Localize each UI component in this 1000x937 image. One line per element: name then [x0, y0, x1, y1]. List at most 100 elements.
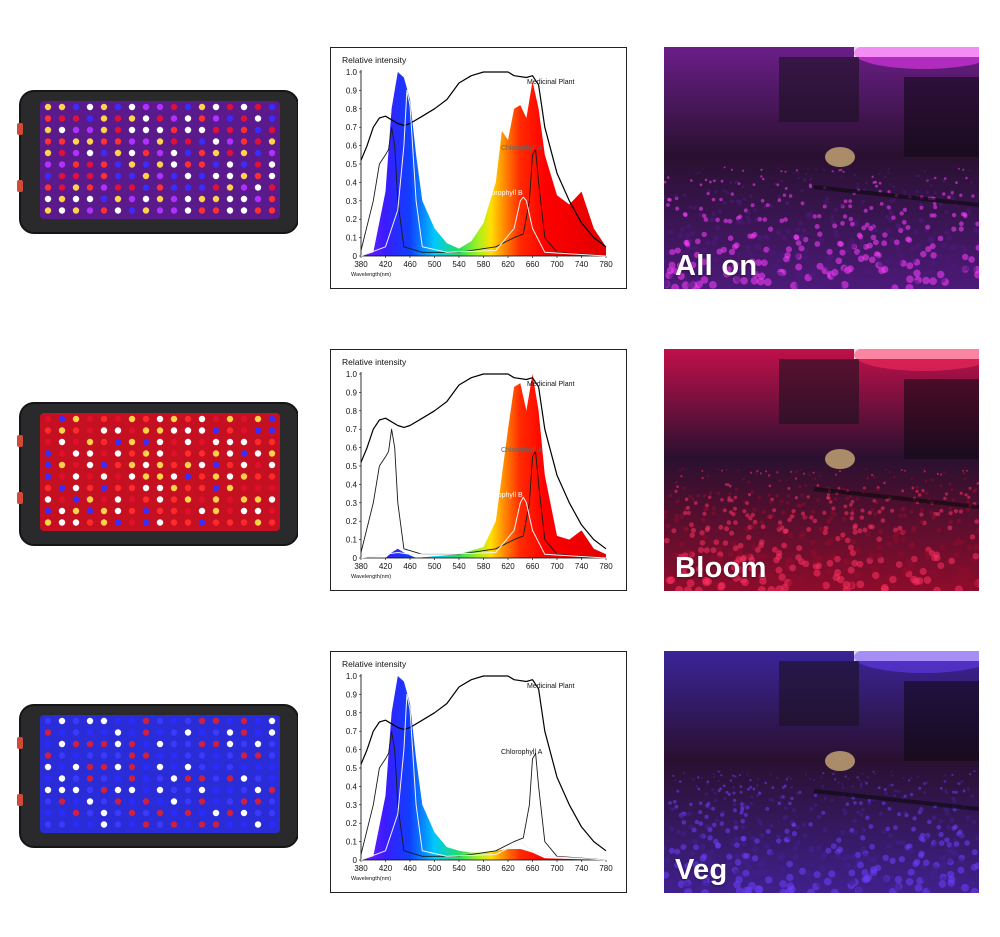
- seedling: [719, 197, 723, 202]
- seedling: [739, 810, 744, 815]
- seedling: [745, 863, 753, 871]
- seedling: [967, 211, 972, 216]
- seedling: [733, 520, 738, 525]
- seedling: [874, 500, 879, 505]
- seedling: [966, 208, 971, 213]
- seedling: [912, 816, 917, 821]
- seedling: [830, 888, 839, 893]
- seedling: [722, 189, 726, 193]
- led-diode: [184, 161, 192, 168]
- led-diode: [100, 195, 108, 203]
- led-diode: [100, 450, 108, 457]
- led-diode: [198, 729, 206, 736]
- seedling: [757, 818, 762, 823]
- seedling: [702, 534, 708, 540]
- seedling: [848, 869, 856, 877]
- seedling: [893, 825, 898, 830]
- led-diode: [254, 798, 262, 805]
- led-diode: [128, 415, 136, 423]
- seedling: [777, 198, 782, 202]
- led-diode: [254, 809, 262, 817]
- seedling: [825, 847, 832, 854]
- led-diode: [212, 729, 220, 736]
- seedling: [716, 555, 723, 562]
- y-tick-label: 0.9: [346, 388, 358, 397]
- led-diode: [156, 786, 164, 794]
- seedling: [775, 494, 779, 498]
- seedling: [759, 577, 767, 585]
- led-diode: [212, 172, 220, 180]
- seedling: [951, 796, 956, 801]
- seedling: [875, 552, 882, 559]
- led-diode: [170, 149, 178, 157]
- seedling: [727, 551, 734, 558]
- seedling: [750, 233, 756, 239]
- seedling: [776, 776, 779, 780]
- seedling: [939, 586, 948, 591]
- series-chlorophyll-b: [360, 693, 607, 861]
- seedling: [726, 853, 733, 860]
- seedling: [957, 866, 965, 874]
- seedling: [752, 787, 756, 791]
- seedling: [832, 170, 835, 173]
- led-diode: [170, 740, 178, 748]
- series-medicinal-plant: [360, 675, 607, 852]
- seedling: [927, 269, 935, 277]
- seedling: [941, 241, 947, 248]
- seedling: [948, 506, 953, 511]
- seedling: [946, 848, 953, 855]
- seedling: [833, 497, 838, 502]
- led-diode: [100, 172, 108, 180]
- seedling: [907, 779, 911, 782]
- led-diode: [268, 438, 276, 446]
- seedling: [693, 868, 701, 875]
- led-diode: [128, 821, 136, 828]
- seedling: [853, 570, 861, 579]
- led-diode: [254, 519, 262, 526]
- led-diode: [58, 161, 66, 168]
- seedling: [852, 830, 858, 836]
- led-diode: [240, 126, 248, 134]
- seedling: [843, 853, 851, 860]
- led-diode: [254, 161, 262, 168]
- seedling: [898, 227, 904, 234]
- led-diode: [254, 717, 262, 725]
- seedling: [923, 170, 926, 173]
- seedling: [795, 169, 798, 172]
- led-diode: [198, 786, 206, 794]
- seedling: [823, 796, 827, 801]
- led-diode: [268, 809, 276, 817]
- led-diode: [212, 473, 220, 480]
- led-diode: [198, 484, 206, 492]
- seedling: [675, 585, 684, 591]
- led-diode: [72, 149, 80, 157]
- seedling: [731, 774, 735, 777]
- seedling: [858, 238, 865, 245]
- seedling: [686, 510, 691, 516]
- seedling: [816, 498, 820, 502]
- led-diode: [198, 103, 206, 111]
- seedling: [730, 192, 734, 196]
- led-diode: [170, 195, 178, 203]
- seedling: [952, 790, 955, 794]
- seedling: [924, 479, 928, 483]
- seedling: [855, 810, 860, 815]
- seedling: [865, 815, 870, 820]
- led-diode: [44, 149, 52, 157]
- seedling: [933, 205, 938, 210]
- seedling: [818, 865, 826, 872]
- seedling: [779, 795, 783, 799]
- seedling: [673, 800, 677, 804]
- seedling: [806, 167, 809, 170]
- seedling: [860, 807, 865, 812]
- seedling: [796, 545, 803, 552]
- seedling: [834, 770, 837, 773]
- seedling: [902, 190, 906, 194]
- led-diode: [86, 821, 94, 828]
- seedling: [711, 217, 716, 222]
- led-diode: [128, 161, 136, 168]
- led-diode: [114, 207, 122, 214]
- led-board: [40, 715, 280, 833]
- seedling: [948, 482, 952, 486]
- led-diode: [156, 461, 164, 469]
